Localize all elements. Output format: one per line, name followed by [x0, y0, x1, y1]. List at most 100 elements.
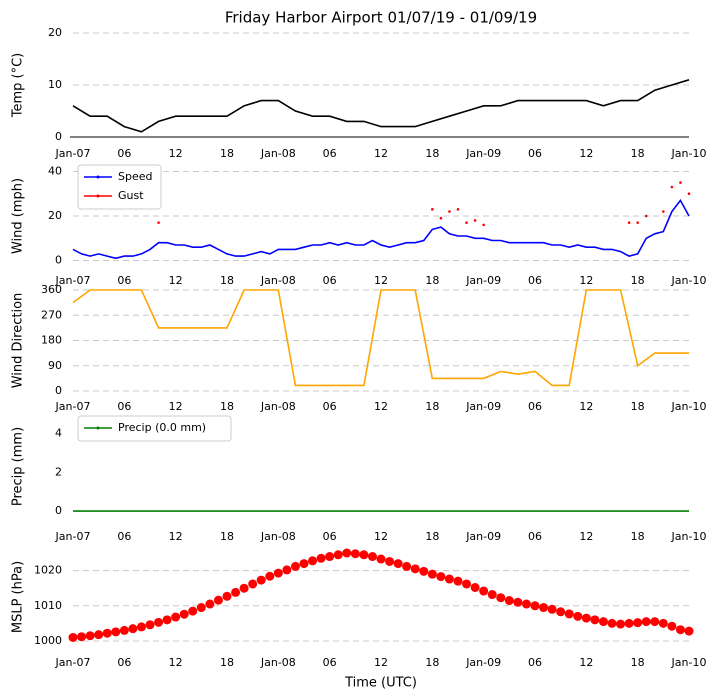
- data-point: [616, 619, 626, 629]
- y-axis-label: MSLP (hPa): [11, 561, 26, 633]
- x-tick-label: Jan-08: [260, 400, 296, 413]
- x-tick-label: 18: [220, 400, 234, 413]
- data-point: [128, 624, 138, 634]
- x-tick-label: 12: [169, 147, 183, 160]
- y-axis-label: Precip (mm): [11, 427, 26, 506]
- x-tick-label: Jan-10: [671, 400, 707, 413]
- data-point: [256, 575, 266, 585]
- x-tick-label: 12: [374, 530, 388, 543]
- x-tick-label: Jan-10: [671, 656, 707, 669]
- y-tick-label: 4: [55, 427, 62, 440]
- data-point: [308, 556, 318, 566]
- x-tick-label: 18: [425, 274, 439, 287]
- y-tick-label: 360: [41, 283, 62, 296]
- data-point: [633, 618, 643, 628]
- data-point: [636, 221, 639, 224]
- data-point: [547, 604, 557, 614]
- data-point: [521, 599, 531, 609]
- x-tick-label: Jan-10: [671, 147, 707, 160]
- data-point: [684, 626, 694, 636]
- data-point: [350, 549, 360, 559]
- x-tick-label: Jan-08: [260, 147, 296, 160]
- x-tick-label: 12: [374, 147, 388, 160]
- data-point: [573, 611, 583, 621]
- data-point: [393, 559, 403, 569]
- data-point: [556, 607, 566, 617]
- data-point: [85, 631, 95, 641]
- y-tick-label: 20: [48, 209, 62, 222]
- x-tick-label: Jan-07: [55, 274, 91, 287]
- x-tick-label: 06: [528, 400, 542, 413]
- series-line: [72, 79, 690, 133]
- legend-marker: [96, 194, 100, 198]
- x-tick-label: 06: [528, 656, 542, 669]
- y-tick-label: 20: [48, 26, 62, 39]
- y-tick-label: 270: [41, 308, 62, 321]
- data-point: [359, 550, 369, 560]
- x-tick-label: 06: [323, 656, 337, 669]
- data-point: [465, 221, 468, 224]
- data-point: [598, 617, 608, 627]
- data-point: [479, 586, 489, 596]
- data-point: [670, 185, 674, 189]
- figure-title: Friday Harbor Airport 01/07/19 - 01/09/1…: [225, 9, 537, 27]
- x-tick-label: Jan-10: [671, 274, 707, 287]
- data-point: [385, 556, 395, 566]
- data-point: [658, 618, 668, 628]
- x-tick-label: Jan-08: [260, 274, 296, 287]
- data-point: [448, 210, 451, 213]
- x-tick-label: 06: [117, 400, 131, 413]
- data-point: [539, 603, 549, 613]
- y-tick-label: 40: [48, 164, 62, 177]
- x-tick-label: 12: [169, 400, 183, 413]
- data-point: [687, 192, 691, 196]
- x-tick-label: 18: [220, 147, 234, 160]
- data-point: [179, 609, 189, 619]
- x-tick-label: 18: [631, 400, 645, 413]
- data-point: [644, 214, 648, 218]
- data-point: [162, 615, 172, 625]
- data-point: [530, 601, 540, 611]
- x-tick-label: 06: [117, 147, 131, 160]
- y-tick-label: 0: [55, 504, 62, 517]
- x-tick-label: Jan-09: [465, 530, 501, 543]
- x-tick-label: Jan-07: [55, 530, 91, 543]
- y-tick-label: 0: [55, 130, 62, 143]
- y-tick-label: 0: [55, 384, 62, 397]
- x-tick-label: Jan-09: [465, 274, 501, 287]
- x-tick-label: 06: [323, 530, 337, 543]
- x-tick-label: 12: [169, 656, 183, 669]
- data-point: [196, 603, 206, 613]
- data-point: [641, 617, 651, 627]
- data-point: [299, 559, 309, 569]
- data-point: [205, 599, 215, 609]
- x-tick-label: 18: [425, 656, 439, 669]
- data-point: [607, 618, 617, 628]
- x-tick-label: 18: [425, 530, 439, 543]
- x-tick-label: 12: [169, 274, 183, 287]
- data-point: [482, 223, 485, 227]
- data-point: [402, 561, 412, 571]
- x-tick-label: 18: [631, 147, 645, 160]
- x-tick-label: 12: [579, 656, 593, 669]
- x-tick-label: Jan-09: [465, 147, 501, 160]
- x-tick-label: Jan-09: [465, 400, 501, 413]
- x-tick-label: 12: [579, 530, 593, 543]
- panel: 0 10 20 Jan-07 06 12 18 Jan-08 06 12 18 Jan-09 06 12 1…: [11, 26, 707, 160]
- data-point: [436, 572, 446, 582]
- data-point: [136, 622, 146, 632]
- x-tick-label: 06: [117, 530, 131, 543]
- x-tick-label: 18: [220, 530, 234, 543]
- x-tick-label: 18: [220, 274, 234, 287]
- data-point: [564, 609, 574, 619]
- x-tick-label: Jan-07: [55, 147, 91, 160]
- y-tick-label: 0: [55, 254, 62, 267]
- x-tick-label: 18: [631, 530, 645, 543]
- data-point: [487, 590, 497, 600]
- y-tick-label: 90: [48, 359, 62, 372]
- data-point: [231, 587, 241, 597]
- data-point: [513, 597, 523, 607]
- data-point: [367, 552, 377, 562]
- data-point: [111, 627, 121, 637]
